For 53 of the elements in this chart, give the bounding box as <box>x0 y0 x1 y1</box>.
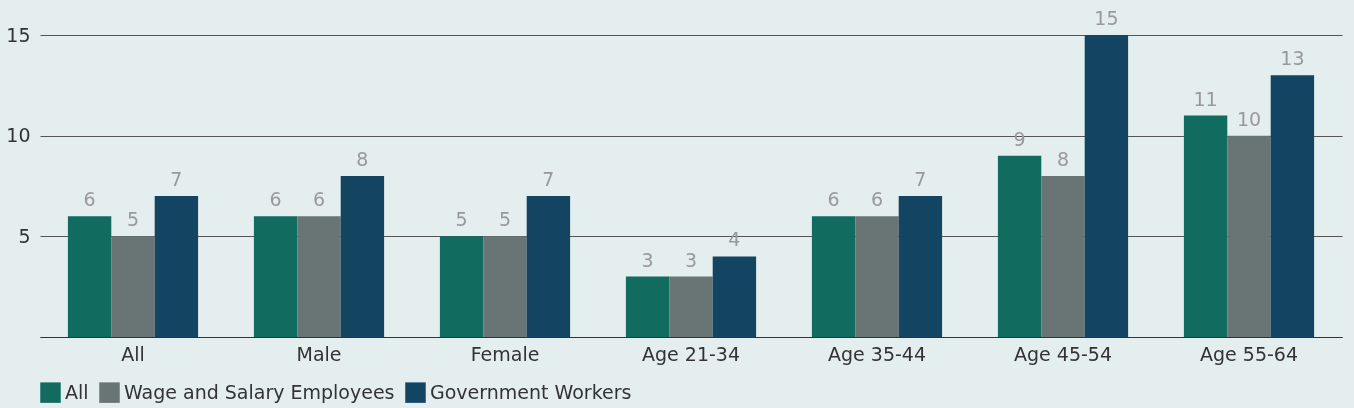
data-label: 6 <box>312 188 326 211</box>
data-label: 10 <box>1236 107 1262 130</box>
data-label: 3 <box>641 248 654 271</box>
bar <box>997 155 1042 337</box>
y-tick-label: 15 <box>6 23 31 46</box>
bar <box>1183 115 1228 337</box>
y-tick-label: 5 <box>18 224 31 247</box>
data-label: 7 <box>914 168 927 191</box>
bar <box>111 236 155 337</box>
bar <box>1227 135 1271 337</box>
data-label: 5 <box>498 208 512 231</box>
y-tick-label: 10 <box>6 124 31 147</box>
legend-label: Government Workers <box>430 380 632 403</box>
legend-label: Wage and Salary Employees <box>124 380 395 403</box>
data-label: 15 <box>1094 7 1119 29</box>
x-tick-label: Age 55-64 <box>1200 342 1298 365</box>
data-label: 13 <box>1280 47 1305 70</box>
bar <box>1270 75 1315 337</box>
data-label: 5 <box>455 208 468 231</box>
bar <box>625 276 670 337</box>
bar <box>526 196 571 337</box>
bar <box>1041 175 1085 337</box>
data-label: 11 <box>1193 87 1218 110</box>
x-tick-label: Age 35-44 <box>828 342 926 365</box>
bar <box>154 196 199 337</box>
x-tick-label: Age 21-34 <box>642 342 740 365</box>
legend-label: All <box>65 380 89 403</box>
data-label: 7 <box>170 168 183 191</box>
data-label: 3 <box>684 248 698 271</box>
bar <box>855 216 899 337</box>
bar <box>669 276 713 337</box>
x-tick-label: Male <box>296 342 342 365</box>
data-label: 7 <box>542 168 555 191</box>
bar <box>483 236 527 337</box>
bar <box>253 216 298 337</box>
x-tick-label: Age 45-54 <box>1014 342 1112 365</box>
bar <box>297 216 341 337</box>
data-label: 6 <box>870 188 884 211</box>
bar <box>439 236 484 337</box>
data-label: 6 <box>269 188 282 211</box>
data-label: 5 <box>126 208 140 231</box>
bar <box>811 216 856 337</box>
bar <box>712 256 757 337</box>
bar <box>67 216 112 337</box>
bar <box>1084 35 1129 337</box>
x-tick-label: All <box>121 342 145 365</box>
data-label: 8 <box>1056 147 1070 170</box>
x-tick-label: Female <box>470 342 540 365</box>
data-label: 6 <box>827 188 840 211</box>
data-label: 6 <box>83 188 96 211</box>
bar <box>340 175 385 337</box>
data-label: 8 <box>356 147 369 170</box>
bar <box>898 196 943 337</box>
